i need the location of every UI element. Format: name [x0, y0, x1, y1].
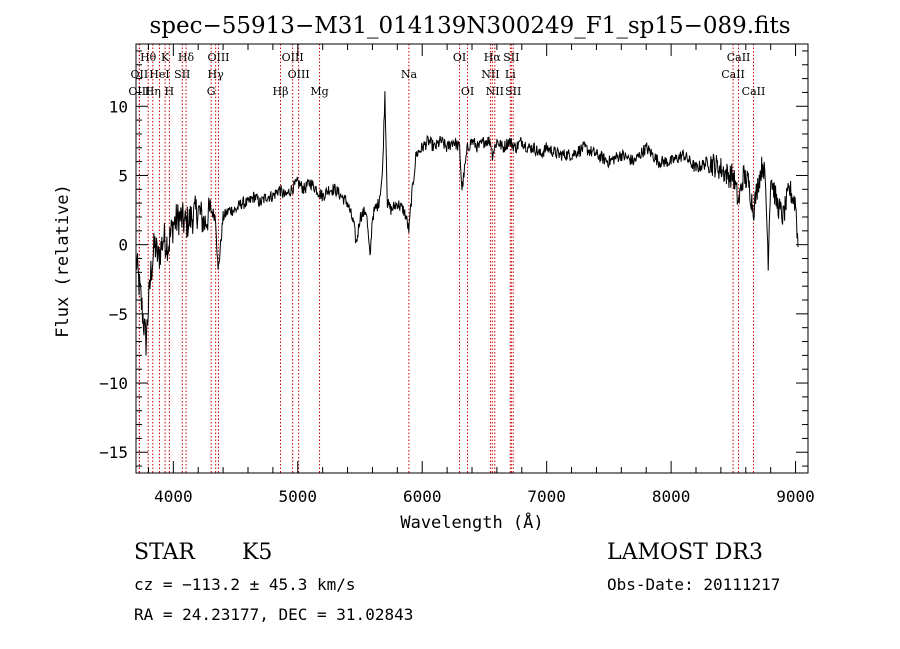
spectral-line-label: OIII	[128, 85, 150, 98]
spectral-line-label: OIII	[207, 51, 229, 64]
spectral-line-label: OI	[461, 85, 474, 98]
spectral-line-label: Na	[401, 68, 418, 81]
spectral-line-label: OI	[453, 51, 466, 64]
spectral-line-label: K	[161, 51, 170, 64]
survey-name: LAMOST DR3	[607, 540, 763, 565]
spectral-line-label: NII	[481, 68, 499, 81]
spectral-line-label: CaII	[721, 68, 745, 81]
observation-date: Obs-Date: 20111217	[607, 575, 781, 594]
x-tick-label: 8000	[652, 487, 691, 506]
spectral-line-label: G	[207, 85, 216, 98]
redshift-cz: cz = −113.2 ± 45.3 km/s	[134, 575, 356, 594]
spectral-line-label: OIII	[282, 51, 304, 64]
object-class: STAR	[134, 540, 195, 565]
spectral-line-markers	[138, 44, 754, 473]
spectral-line-label: Hδ	[178, 51, 195, 64]
spectrum-trace	[135, 91, 799, 356]
spectral-line-label: SII	[505, 85, 521, 98]
x-axis-label: Wavelength (Å)	[400, 511, 543, 533]
spectral-line-label: CaII	[742, 85, 766, 98]
y-tick-label: 5	[118, 166, 128, 185]
spectral-line-label: OII	[131, 68, 149, 81]
spectral-line-label: Hγ	[208, 68, 225, 81]
spectral-line-label: Li	[505, 68, 516, 81]
object-subclass: K5	[242, 540, 273, 565]
spectral-line-label: Hθ	[140, 51, 157, 64]
y-tick-label: 0	[118, 236, 128, 255]
spectral-line-label: HeI	[149, 68, 169, 81]
y-tick-label: −5	[109, 305, 128, 324]
x-tick-label: 9000	[776, 487, 815, 506]
x-tick-label: 7000	[527, 487, 566, 506]
y-tick-label: 10	[109, 97, 128, 116]
axis-ticks: 4000 5000 6000 7000 8000 9000 −15 −10 −5 0 5 10	[99, 44, 815, 506]
x-tick-label: 6000	[403, 487, 442, 506]
spectral-line-label: SII	[174, 68, 190, 81]
y-axis-label: Flux (relative)	[53, 184, 73, 338]
ra-dec: RA = 24.23177, DEC = 31.02843	[134, 605, 414, 624]
x-tick-label: 4000	[154, 487, 193, 506]
y-tick-label: −15	[99, 443, 128, 462]
spectrum-trace-layer	[135, 91, 799, 356]
spectral-line-label: OIII	[288, 68, 310, 81]
x-tick-label: 5000	[279, 487, 318, 506]
spectral-line-label: CaII	[727, 51, 751, 64]
spectral-line-label: NII	[486, 85, 504, 98]
spectral-line-label: SII	[503, 51, 519, 64]
spectral-line-label: Hβ	[273, 85, 289, 98]
spectral-line-label: Mg	[310, 85, 328, 98]
spectral-line-label: Hη	[145, 85, 161, 98]
chart-title: spec−55913−M31_014139N300249_F1_sp15−089…	[149, 13, 790, 39]
plot-frame	[135, 43, 809, 474]
spectral-line-label: Hα	[484, 51, 502, 64]
y-tick-label: −10	[99, 374, 128, 393]
spectral-line-label: H	[165, 85, 175, 98]
